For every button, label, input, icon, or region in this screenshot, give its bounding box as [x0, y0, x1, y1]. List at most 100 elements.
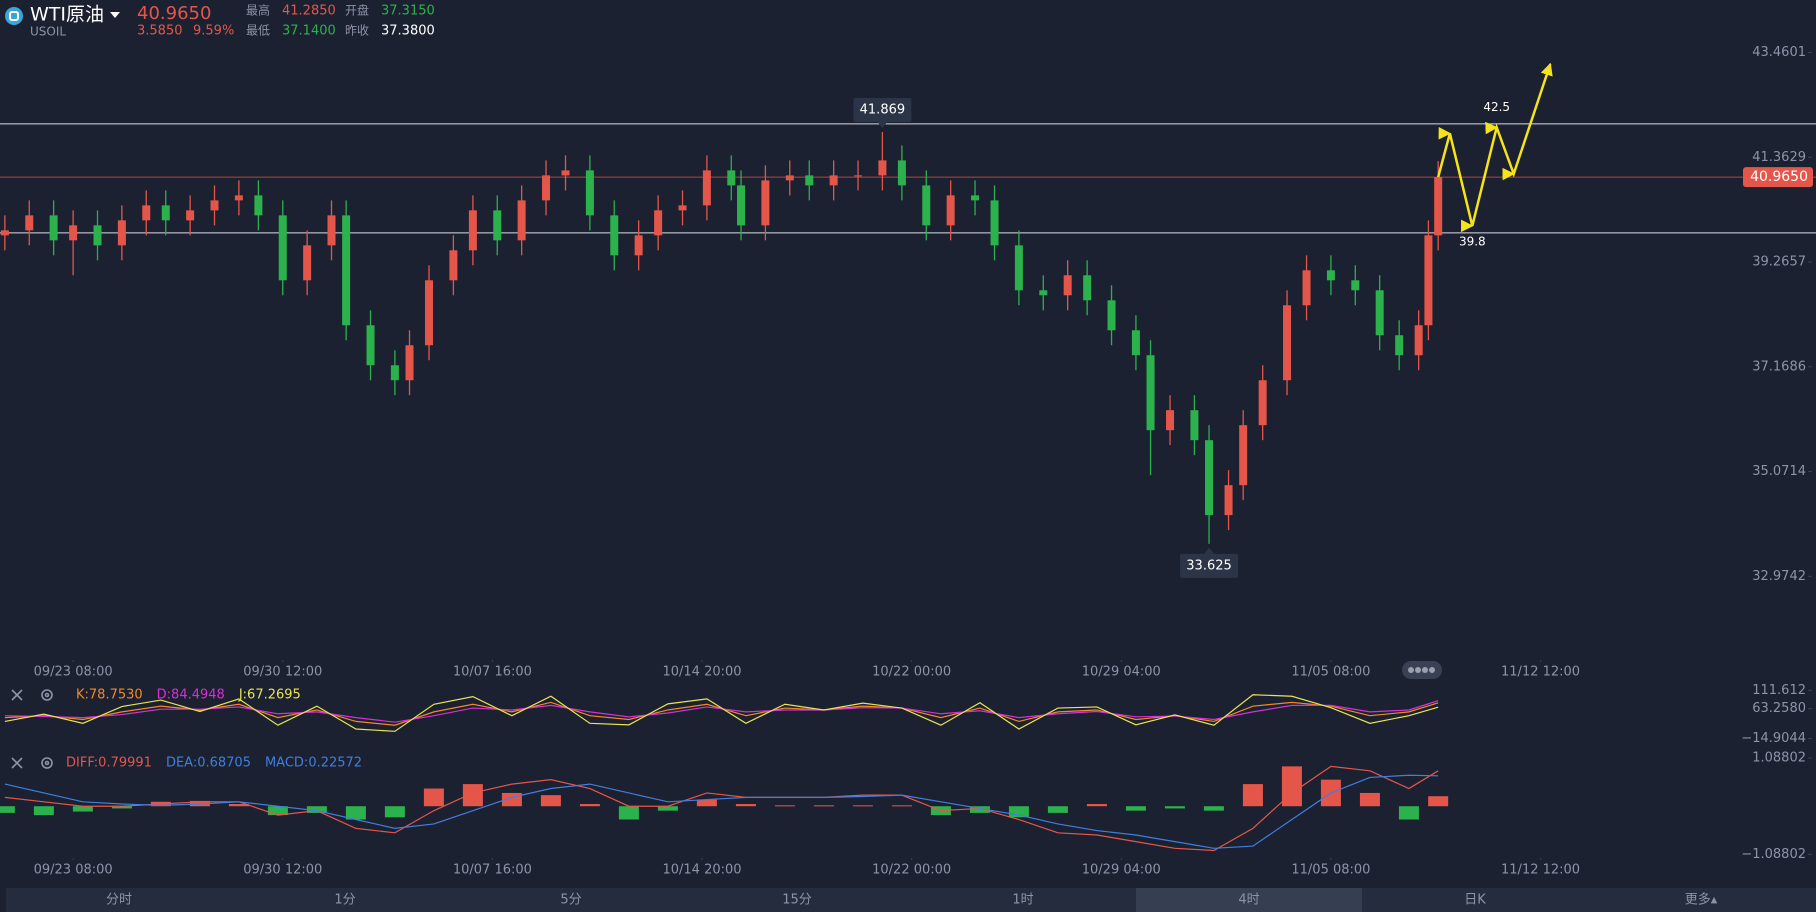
candle-body	[1131, 330, 1140, 356]
projection-path	[1436, 62, 1553, 233]
candle-body	[1039, 290, 1048, 296]
extreme-box	[853, 97, 912, 122]
macd-bar	[0, 806, 15, 813]
tab-label[interactable]: 5分	[560, 893, 581, 908]
macd-bar	[579, 804, 600, 807]
macd-bar	[813, 805, 834, 807]
tab-label[interactable]: 1时	[1012, 893, 1033, 908]
candle-body	[654, 210, 663, 236]
macd-bar	[969, 806, 990, 813]
dots	[1408, 667, 1435, 673]
macd-bar	[423, 788, 444, 807]
macd-bar	[774, 805, 795, 807]
macd-bar	[228, 804, 249, 807]
y-tick-label: 111.612	[1752, 683, 1806, 698]
candle-body	[254, 195, 263, 216]
stat-value: 37.3150	[381, 4, 435, 19]
last-price-tag	[1743, 167, 1813, 188]
x-tick-label: 11/12 12:00	[1501, 863, 1580, 878]
legend-entry: MACD:0.22572	[265, 756, 362, 771]
candle-body	[1239, 425, 1248, 486]
candle-body	[542, 175, 551, 201]
candle-body	[1224, 485, 1233, 516]
candle-body	[493, 210, 502, 241]
y-tick-label: 35.0714	[1752, 464, 1806, 479]
macd-bar	[618, 806, 639, 820]
x-tick-label: 11/05 08:00	[1291, 665, 1370, 680]
macd-bar	[1164, 806, 1185, 809]
tab-label[interactable]: 15分	[782, 893, 812, 908]
candle-body	[1205, 440, 1214, 516]
macd-bar	[696, 799, 717, 807]
candle-body	[0, 230, 9, 236]
x-tick-label: 11/05 08:00	[1291, 863, 1370, 878]
candle-body	[210, 200, 219, 211]
candle-body	[897, 160, 906, 186]
last-price: 40.9650	[137, 3, 211, 24]
tab-label[interactable]: 4时	[1238, 893, 1259, 908]
indicator-line	[4, 765, 1439, 852]
macd-bar	[735, 804, 756, 807]
y-tick-label: 37.1686	[1752, 359, 1806, 374]
candle-body	[1375, 290, 1384, 336]
x-tick-label: 10/22 00:00	[872, 863, 951, 878]
legend-entry: D:84.4948	[157, 688, 225, 703]
y-tick-label: 39.2657	[1752, 255, 1806, 270]
candle-body	[1414, 325, 1423, 356]
extreme-pointer	[1204, 547, 1215, 554]
candle-body	[1083, 275, 1092, 301]
candle-body	[186, 210, 195, 221]
candle-body	[449, 250, 458, 281]
candle-body	[366, 325, 375, 366]
legend-entry: DIFF:0.79991	[66, 756, 152, 771]
tab-label[interactable]: 分时	[106, 893, 132, 908]
candle-body	[946, 195, 955, 226]
last-price-tag-label: 40.9650	[1750, 169, 1808, 185]
dropdown-caret[interactable]	[110, 12, 120, 18]
y-tick-label: −1.08802	[1741, 847, 1806, 862]
y-tick-label: 63.2580	[1752, 701, 1806, 716]
candle-body	[517, 200, 526, 241]
y-tick-label: 41.3629	[1752, 150, 1806, 165]
x-tick-label: 10/14 20:00	[662, 665, 741, 680]
candle-body	[1424, 235, 1433, 326]
symbol-name[interactable]: WTI原油	[30, 4, 104, 26]
macd-bar	[462, 784, 483, 807]
candle-body	[634, 235, 643, 256]
x-tick-label: 09/30 12:00	[243, 863, 322, 878]
tab[interactable]	[1136, 888, 1362, 912]
symbol-icon	[5, 7, 23, 25]
stat-label: 开盘	[345, 3, 369, 18]
macd-bar	[852, 805, 873, 807]
candle-body	[1190, 410, 1199, 441]
candle-body	[93, 225, 102, 246]
stat-label: 最低	[246, 24, 270, 38]
candle-body	[49, 215, 58, 241]
projection-label: 42.5	[1483, 100, 1510, 114]
x-tick-label: 09/23 08:00	[34, 665, 113, 680]
extreme-box	[1180, 553, 1239, 578]
tab-label[interactable]: 更多▴	[1685, 892, 1718, 908]
candle-body	[468, 210, 477, 251]
symbol-icon-inner	[9, 11, 19, 21]
stat-value: 37.3800	[381, 24, 435, 39]
candle-body	[829, 175, 838, 186]
candle-body	[142, 205, 151, 221]
candle-body	[303, 245, 312, 281]
tab-label[interactable]: 1分	[334, 893, 355, 908]
indicator-icons[interactable]	[11, 689, 53, 769]
macd-bar	[345, 806, 366, 820]
candle-body	[425, 280, 434, 346]
x-tick-label: 10/14 20:00	[662, 863, 741, 878]
y-tick-label: 32.9742	[1752, 569, 1806, 584]
extreme-label: 41.869	[860, 102, 906, 117]
tab-label[interactable]: 日K	[1464, 893, 1486, 908]
y-tick-label: −14.9044	[1741, 731, 1806, 746]
x-tick-label: 10/29 04:00	[1082, 863, 1161, 878]
candle-body	[1014, 245, 1023, 291]
candle-body	[1063, 275, 1072, 296]
extreme-pointer	[877, 121, 888, 128]
candle-body	[1326, 270, 1335, 281]
